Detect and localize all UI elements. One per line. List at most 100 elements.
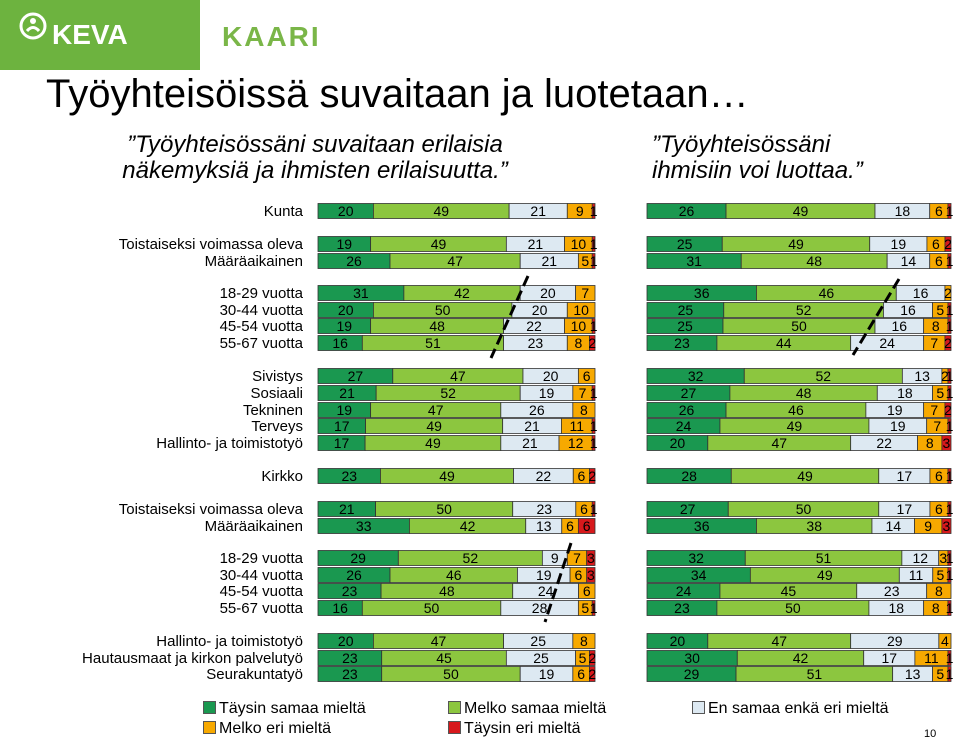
data-label: 7 [930,402,938,418]
data-label: 46 [819,285,835,301]
data-label: 12 [913,550,929,566]
bar-segment [591,236,596,252]
data-label: 1 [946,253,954,269]
data-label: 1 [946,550,954,566]
data-label: 6 [932,236,940,252]
data-label: 6 [583,368,591,384]
data-label: 23 [341,468,357,484]
data-label: 19 [890,418,906,434]
data-label: 20 [540,285,556,301]
bar-segment [947,302,952,318]
data-label: 49 [433,203,449,219]
category-label: 45-54 vuotta [220,583,304,600]
legend-swatch [203,701,216,714]
data-label: 20 [532,302,548,318]
data-label: 18 [895,203,911,219]
data-label: 23 [342,650,358,666]
data-label: 24 [879,335,895,351]
bar-segment [578,583,596,599]
bar-segment [947,418,952,434]
data-label: 36 [694,518,710,534]
category-label: 30-44 vuotta [220,302,304,319]
data-label: 32 [688,368,704,384]
data-label: 50 [796,501,812,517]
category-label: Hallinto- ja toimistotyö [156,633,303,650]
bar-segment [589,650,596,666]
data-label: 49 [793,203,809,219]
category-label: Tekninen [243,402,303,419]
data-label: 46 [788,402,804,418]
data-label: 1 [590,385,598,401]
keva-logo: KEVA [52,19,128,50]
data-label: 9 [576,203,584,219]
data-label: 49 [788,236,804,252]
legend-item-taysin-samaa: Täysin samaa mieltä [203,700,366,718]
data-label: 7 [579,385,587,401]
bar-segment [589,666,596,682]
data-label: 47 [450,368,466,384]
data-label: 9 [551,550,559,566]
category-label: Toistaiseksi voimassa oleva [119,501,304,518]
bar-segment [589,468,596,484]
category-label: Toistaiseksi voimassa oleva [119,236,304,253]
data-label: 44 [776,335,792,351]
legend-label: Täysin samaa mieltä [219,700,366,717]
data-label: 17 [882,650,898,666]
data-label: 1 [590,501,598,517]
keva-logo-icon [19,12,47,40]
data-label: 29 [887,633,903,649]
bar-segment [591,203,596,219]
data-label: 19 [887,402,903,418]
data-label: 27 [681,385,697,401]
data-label: 16 [913,285,929,301]
data-label: 23 [884,583,900,599]
data-label: 3 [587,550,595,566]
data-label: 38 [806,518,822,534]
data-label: 7 [581,285,589,301]
data-label: 28 [681,468,697,484]
data-label: 20 [670,633,686,649]
data-label: 50 [443,666,459,682]
bar-segment [947,318,952,334]
data-label: 31 [353,285,369,301]
data-label: 10 [571,236,587,252]
data-label: 31 [686,253,702,269]
category-label: 45-54 vuotta [220,318,304,335]
data-label: 17 [334,435,350,451]
legend-item-taysin-eri: Täysin eri mieltä [448,720,580,738]
bar-segment [575,285,596,301]
data-label: 14 [901,253,917,269]
data-label: 20 [338,203,354,219]
data-label: 1 [590,236,598,252]
data-label: 22 [526,318,542,334]
data-label: 1 [590,203,598,219]
category-label: Sivistys [252,368,303,385]
bar-segment [944,285,952,301]
data-label: 6 [577,666,585,682]
data-label: 1 [946,468,954,484]
data-label: 29 [684,666,700,682]
subtitle-left: ”Työyhteisössäni suvaitaan erilaisia näk… [70,132,560,184]
data-label: 13 [914,368,930,384]
data-label: 1 [590,600,598,616]
bar-segment [941,435,952,451]
data-label: 2 [944,402,952,418]
data-label: 26 [679,203,695,219]
data-label: 50 [435,302,451,318]
bar-segment [941,518,952,534]
data-label: 19 [539,385,555,401]
page-title: Työyhteisöissä suvaitaan ja luotetaan… [46,72,749,116]
trend-line-right-top [851,278,901,356]
data-label: 18 [888,600,904,616]
data-label: 48 [429,318,445,334]
data-label: 7 [573,550,581,566]
data-label: 52 [440,385,456,401]
bar-segment [586,567,596,583]
data-label: 21 [522,435,538,451]
data-label: 6 [578,468,586,484]
category-label: Kirkko [261,468,303,485]
category-label: 30-44 vuotta [220,567,304,584]
data-label: 23 [528,335,544,351]
bar-segment [566,302,596,318]
data-label: 1 [946,318,954,334]
